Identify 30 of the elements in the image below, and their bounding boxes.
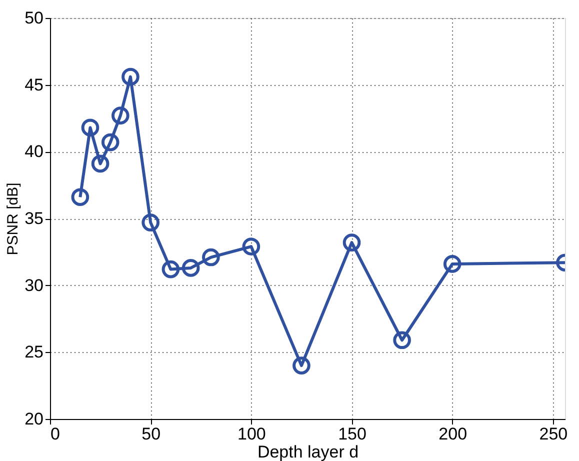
x-tick-label: 150: [338, 424, 366, 444]
point: [81, 118, 100, 137]
point: [202, 248, 220, 266]
y-tick-label: 20: [24, 410, 44, 428]
point: [292, 356, 310, 374]
point: [162, 260, 180, 278]
point: [142, 214, 160, 232]
point: [182, 259, 200, 277]
x-tick-label: 200: [438, 424, 468, 444]
point: [111, 106, 130, 124]
y-axis-title: PSNR [dB]: [4, 182, 22, 256]
y-tick-label: 45: [24, 75, 44, 94]
point: [443, 255, 462, 273]
point: [393, 331, 411, 350]
point: [91, 154, 110, 173]
point: [71, 188, 90, 206]
x-tick-label: 50: [142, 424, 161, 444]
point: [342, 234, 361, 252]
x-tick-label: 100: [237, 424, 266, 444]
y-tick-label: 25: [24, 342, 44, 362]
point: [122, 68, 140, 86]
point: [242, 238, 260, 256]
y-tick-label: 30: [24, 276, 44, 295]
y-tick-label: 50: [24, 8, 44, 28]
point: [101, 133, 120, 152]
x-tick-label: 0: [50, 424, 60, 444]
y-tick-label: 35: [24, 209, 44, 228]
y-tick-label: 40: [24, 142, 44, 162]
x-tick-label: 250: [539, 424, 568, 444]
x-axis-title: Depth layer d: [257, 442, 359, 461]
